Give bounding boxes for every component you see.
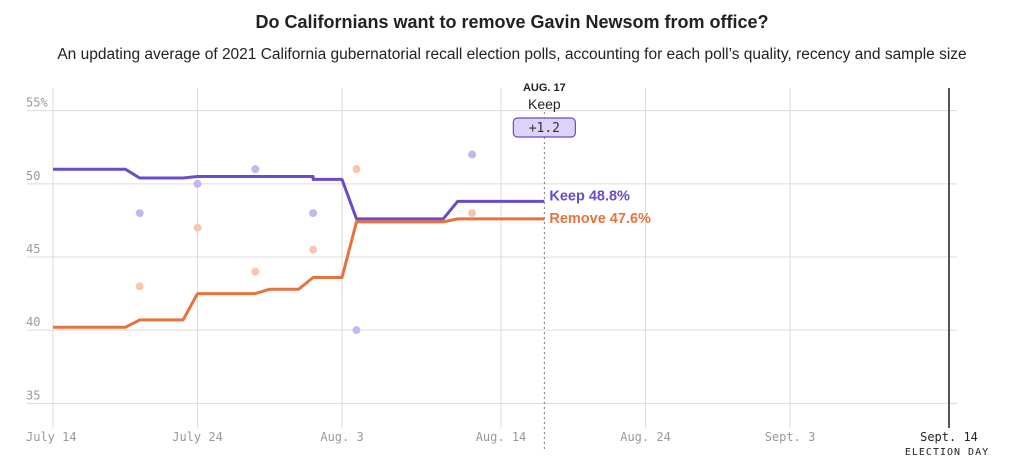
- poll-dot-keep: [468, 150, 477, 159]
- poll-dot-keep: [352, 326, 361, 335]
- x-tick-label: July 14: [26, 430, 77, 444]
- y-tick-label: 40: [26, 315, 40, 329]
- chart-title: Do Californians want to remove Gavin New…: [255, 12, 769, 32]
- chart-subtitle: An updating average of 2021 California g…: [57, 46, 967, 63]
- keep-end-label: Keep 48.8%: [549, 188, 630, 204]
- x-tick-label: Aug. 3: [320, 430, 363, 444]
- annotation-leader: Keep: [528, 96, 561, 112]
- poll-dot-keep: [309, 209, 318, 218]
- margin-badge-text: +1.2: [529, 121, 560, 136]
- poll-dot-remove: [352, 165, 361, 174]
- y-tick-label: 45: [26, 242, 40, 256]
- x-tick-label: July 24: [172, 430, 223, 444]
- series-line-keep: [53, 167, 545, 221]
- y-tick-label: 35: [26, 388, 40, 402]
- poll-dot-keep: [135, 209, 144, 218]
- series-line-remove: [53, 217, 545, 329]
- election-day-label: ELECTION DAY: [905, 447, 989, 458]
- margin-badge: [512, 117, 576, 138]
- remove-end-label: Remove 47.6%: [549, 211, 651, 227]
- poll-dot-remove: [309, 245, 318, 254]
- poll-dot-remove: [135, 282, 144, 291]
- annotation-date: AUG. 17: [523, 82, 566, 94]
- y-tick-label: 50: [26, 169, 40, 183]
- x-tick-label: Sept. 14: [920, 430, 978, 444]
- poll-dot-remove: [251, 267, 260, 276]
- poll-dot-keep: [251, 165, 260, 174]
- y-tick-label: 55%: [26, 96, 48, 110]
- poll-dot-keep: [193, 179, 202, 188]
- poll-dot-remove: [468, 209, 477, 218]
- poll-dot-remove: [193, 223, 202, 232]
- x-tick-label: Sept. 3: [765, 430, 816, 444]
- x-tick-label: Aug. 24: [620, 430, 671, 444]
- x-tick-label: Aug. 14: [476, 430, 527, 444]
